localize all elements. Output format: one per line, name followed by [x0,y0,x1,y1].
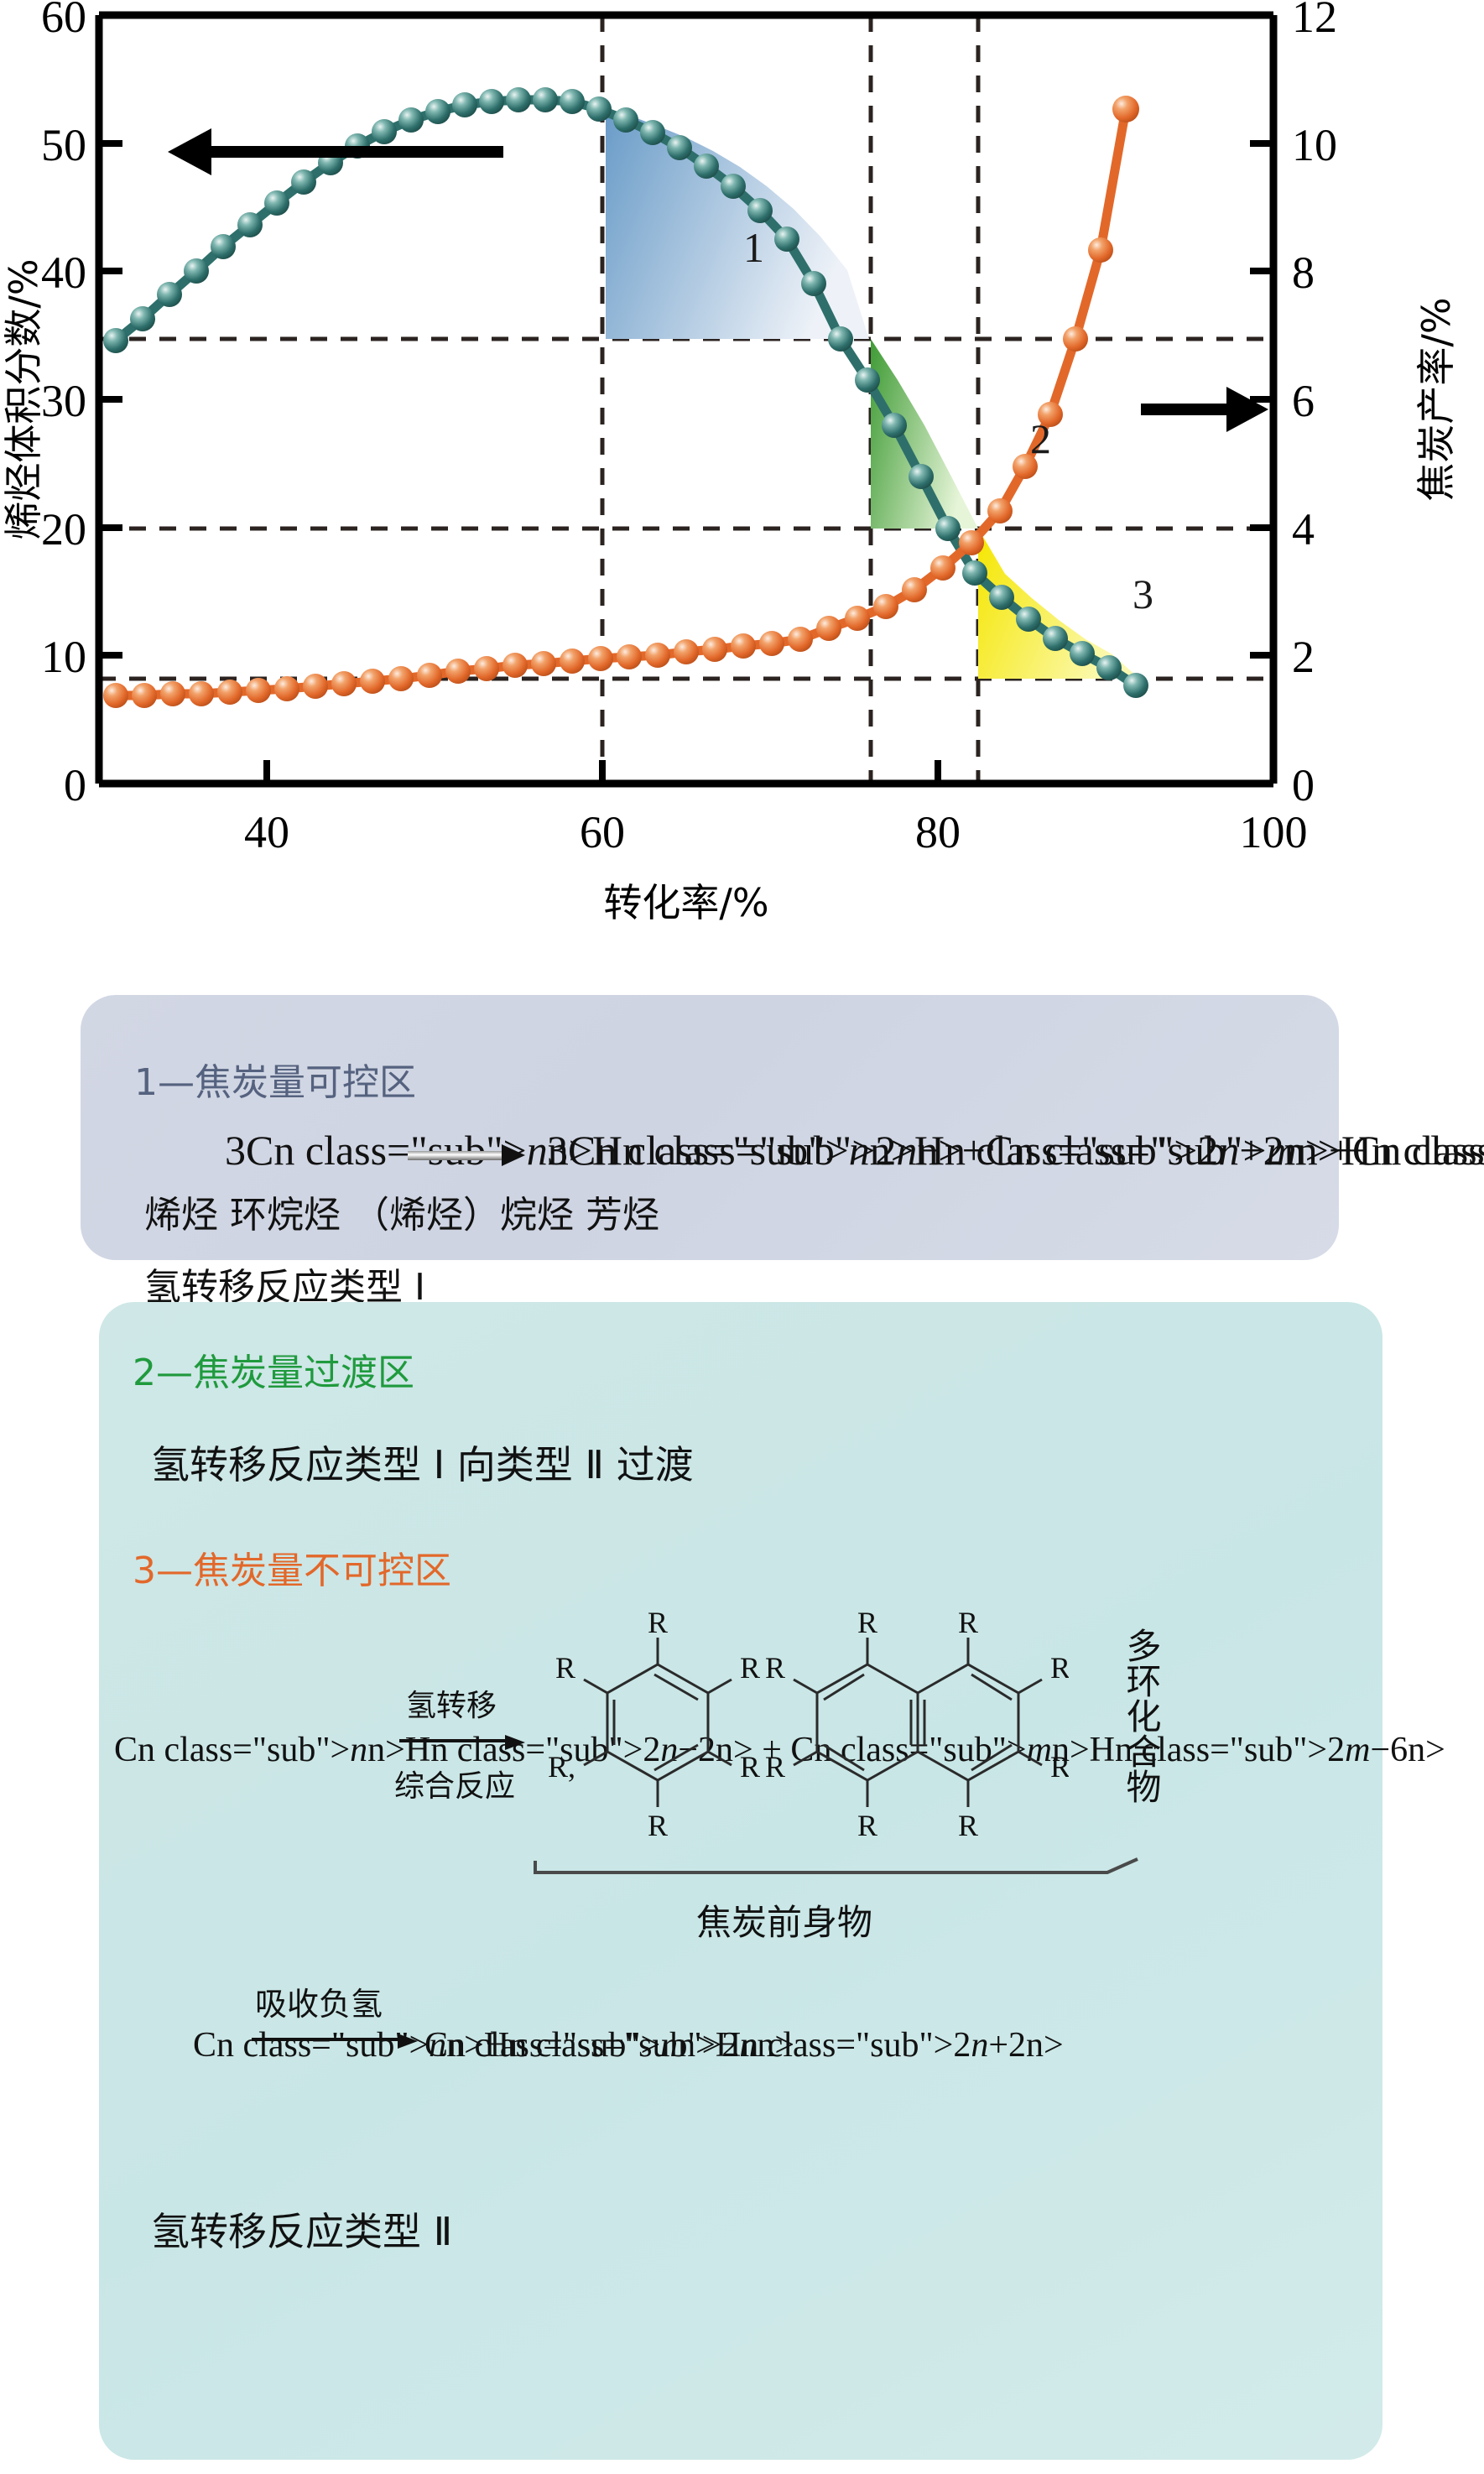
left-tick-60: 60 [41,0,86,42]
right-tick-2: 2 [1292,632,1315,682]
r-label-benzene-upper-right: R [740,1651,760,1685]
reaction3-arrow-above-label: 氢转移 [406,1689,497,1723]
r-label-benzene-top: R [648,1612,668,1639]
panel-coke-transition-and-uncontrollable: 2—焦炭量过渡区 氢转移反应类型 Ⅰ 向类型 Ⅱ 过渡 3—焦炭量不可控区 Cn… [99,1302,1445,2460]
panel1-equation-left: 3Cn class="sub">nn>Hn class="sub">2nn>+C… [225,1127,1484,1174]
region-label-1: 1 [743,224,764,271]
chart-figure: 60 50 40 30 20 10 0 12 10 8 6 4 2 0 40 6… [0,0,1484,956]
right-axis-ticks [1250,12,1273,787]
coke-markers [103,96,1139,708]
panel-coke-controllable: 1—焦炭量可控区 3Cn class="sub">nn>Hn class="su… [81,995,1484,1309]
right-tick-8: 8 [1292,247,1315,298]
left-axis-ticks [99,12,122,787]
reaction4-arrow-icon [252,2034,418,2049]
r-label-benzene-lower-left: R, [548,1750,575,1784]
right-tick-12: 12 [1292,0,1337,42]
x-axis-title: 转化率/% [603,880,768,925]
r-label-naph-upper-right: R [1050,1651,1069,1685]
panel2-heading-transition: 2—焦炭量过渡区 [133,1352,414,1394]
reaction4-product: Cn class="sub">nn>Hn class="sub">2n+2n> [424,2026,1064,2065]
left-axis-title: 烯烃体积分数/% [1,258,46,539]
aromatic-structures: R R R R, R R R R R R R R R R,··· [548,1612,1069,1842]
panel1-footnote: 氢转移反应类型 Ⅰ [144,1266,425,1309]
x-axis-ticks [263,760,1277,784]
x-tick-100: 100 [1240,807,1308,857]
panel1-species-labels: 烯烃 环烷烃 （烯烃）烷烃 芳烃 [144,1194,659,1237]
r-label-naph-top-right: R [958,1612,978,1639]
coke-precursor-label: 焦炭前身物 [696,1902,873,1943]
right-axis-title: 焦炭产率/% [1414,297,1459,501]
left-tick-10: 10 [41,632,86,682]
right-tick-0: 0 [1292,760,1315,810]
right-tick-4: 4 [1292,504,1315,555]
reaction-arrow-icon [408,1144,525,1166]
left-tick-50: 50 [41,120,86,170]
left-tick-0: 0 [64,760,86,810]
reaction3-arrow-below-label: 综合反应 [394,1769,516,1804]
panel1-equation-right: 3Cn class="sub">nn>Hn class="sub">2n+2n>… [547,1127,1484,1174]
reaction4-reactant: Cn class="sub">nn>Hn class="sub">2nn> [193,2026,795,2065]
region-label-3: 3 [1133,570,1153,617]
right-axis-direction-arrow [1141,387,1268,432]
panel2-transition-line: 氢转移反应类型 Ⅰ 向类型 Ⅱ 过渡 [151,1442,694,1487]
panel1-heading: 1—焦炭量可控区 [134,1061,416,1104]
shaded-region-2 [871,339,978,529]
panel2-footnote: 氢转移反应类型 Ⅱ [151,2209,453,2254]
left-tick-40: 40 [41,247,86,298]
panel2-heading-uncontrollable: 3—焦炭量不可控区 [133,1550,451,1592]
x-tick-60: 60 [580,807,625,857]
right-tick-10: 10 [1292,120,1337,170]
r-label-naph-lower-right: R,··· [1050,1750,1069,1784]
r-label-naph-bottom-right: R [958,1809,978,1842]
chart-canvas: 60 50 40 30 20 10 0 12 10 8 6 4 2 0 40 6… [1,0,1459,925]
left-tick-30: 30 [41,376,86,426]
coke-precursor-brace [534,1857,1138,1874]
left-tick-20: 20 [41,504,86,555]
x-tick-40: 40 [244,807,289,857]
r-label-benzene-lower-right: R [740,1750,760,1784]
r-label-naph-top-left: R [857,1612,877,1639]
olefin-markers [103,87,1148,698]
r-label-naph-bottom-left: R [857,1809,877,1842]
right-tick-6: 6 [1292,376,1315,426]
polycyclic-product-label: 多环化合物 [1121,1628,1162,1804]
r-label-benzene-bottom: R [648,1809,668,1842]
reaction3-arrow-icon [399,1735,525,1750]
reaction4-arrow-above-label: 吸收负氢 [255,1986,383,2023]
r-label-naph-lower-left: R [765,1750,785,1784]
shaded-region-3 [978,529,1139,679]
r-label-benzene-upper-left: R [555,1651,575,1685]
reaction3-reactants: Cn class="sub">nn>Hn class="sub">2n−2n> … [114,1731,1445,1769]
x-tick-80: 80 [915,807,961,857]
left-axis-direction-arrow [168,128,503,175]
region-label-2: 2 [1030,415,1051,462]
r-label-naph-upper-left: R [765,1651,785,1685]
